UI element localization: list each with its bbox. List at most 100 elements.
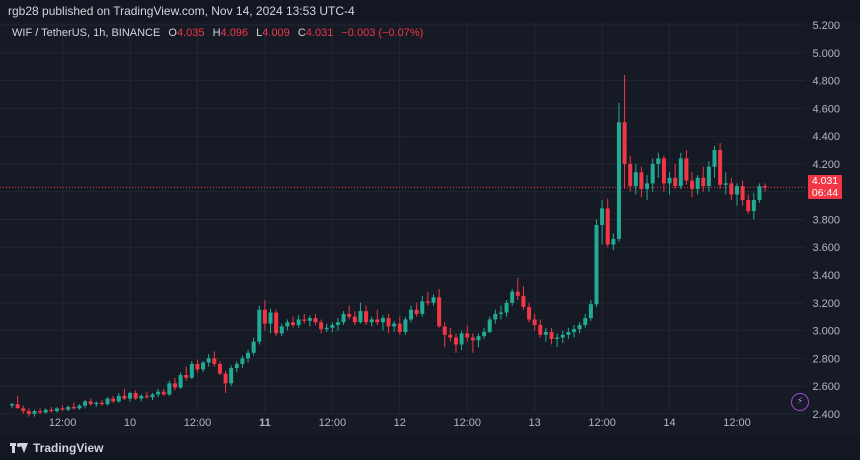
candle-body — [487, 319, 492, 332]
candle — [645, 175, 650, 201]
candle — [706, 161, 711, 192]
candle — [15, 395, 20, 409]
candle-body — [43, 409, 48, 413]
candle — [77, 404, 82, 410]
brand-name: TradingView — [33, 441, 104, 455]
candle-body — [718, 150, 723, 185]
candle — [718, 143, 723, 189]
candle — [448, 327, 453, 342]
price-tick-label: 3.600 — [812, 242, 840, 254]
high-label: H — [212, 27, 221, 39]
candle — [26, 408, 31, 417]
candle — [358, 302, 363, 324]
candle — [380, 315, 385, 331]
lightning-icon[interactable]: ⚡ — [791, 393, 809, 411]
bar-countdown: 06:44 — [811, 187, 839, 199]
candle-body — [650, 163, 655, 184]
candle — [189, 361, 194, 380]
candle — [673, 163, 678, 189]
candle — [600, 200, 605, 245]
close-value: 4.031 — [305, 27, 334, 39]
brand[interactable]: TradingView — [10, 441, 103, 455]
candle — [268, 308, 273, 334]
candle — [341, 311, 346, 326]
candle — [527, 302, 532, 323]
candle-body — [442, 326, 447, 335]
candle — [184, 366, 189, 381]
candle-body — [66, 406, 71, 410]
candle-body — [262, 309, 267, 324]
time-tick-label: 10 — [124, 417, 136, 429]
candle-body — [448, 334, 453, 338]
candle — [420, 295, 425, 317]
candle — [206, 354, 211, 367]
candle-body — [712, 150, 717, 167]
candle-body — [268, 312, 273, 324]
time-tick-label: 12:00 — [588, 417, 616, 429]
candle-body — [229, 368, 234, 384]
candle-body — [414, 309, 419, 314]
candle-body — [375, 319, 380, 323]
price-tick-label: 4.800 — [812, 76, 840, 88]
candle — [487, 316, 492, 334]
candle — [133, 390, 138, 401]
time-tick-label: 12 — [394, 417, 406, 429]
close-label: C — [297, 27, 306, 39]
candle — [521, 286, 526, 310]
candle — [712, 145, 717, 178]
candle — [375, 309, 380, 326]
price-tick-label: 3.400 — [812, 270, 840, 282]
candle — [723, 172, 728, 195]
candle-body — [26, 411, 31, 414]
candle-body — [673, 177, 678, 187]
candle-body — [701, 177, 706, 187]
candle — [572, 325, 576, 338]
candle — [347, 305, 352, 320]
candle — [246, 350, 251, 363]
candle-body — [723, 183, 728, 185]
candle-body — [223, 373, 228, 384]
candle-body — [122, 395, 127, 399]
candle-body — [307, 318, 312, 321]
candle — [212, 351, 217, 367]
candle-body — [622, 122, 627, 164]
candle — [611, 233, 616, 251]
candle — [105, 397, 110, 406]
candle-body — [605, 208, 610, 245]
candle — [566, 327, 571, 339]
candle-body — [240, 358, 245, 364]
high-value: 4.096 — [220, 27, 249, 39]
candle-body — [285, 322, 290, 327]
candle-body — [729, 183, 734, 195]
candle-body — [543, 331, 548, 335]
candle — [262, 300, 267, 331]
candle — [128, 391, 133, 402]
candle-body — [15, 404, 20, 409]
candle — [532, 313, 537, 331]
candle-body — [510, 291, 515, 303]
candle-body — [94, 402, 99, 405]
candle — [307, 315, 312, 327]
time-tick-label: 12:00 — [453, 417, 481, 429]
candle-body — [156, 391, 161, 395]
candle — [223, 370, 228, 394]
candle — [549, 327, 554, 345]
candle-body — [54, 408, 59, 412]
price-tick-label: 4.200 — [812, 159, 840, 171]
candle-body — [690, 180, 695, 189]
candle-body — [139, 395, 144, 399]
candle — [144, 391, 149, 399]
candle-body — [279, 326, 284, 334]
candle — [633, 163, 638, 195]
candle-body — [133, 393, 138, 399]
candle-body — [105, 398, 110, 405]
candle-body — [296, 319, 301, 326]
candle-body — [21, 408, 26, 412]
candle-body — [600, 208, 605, 226]
candle-body — [661, 158, 666, 184]
candle — [594, 219, 599, 307]
candle — [667, 172, 672, 195]
low-label: L — [256, 27, 263, 39]
time-tick-label: 12:00 — [49, 417, 77, 429]
